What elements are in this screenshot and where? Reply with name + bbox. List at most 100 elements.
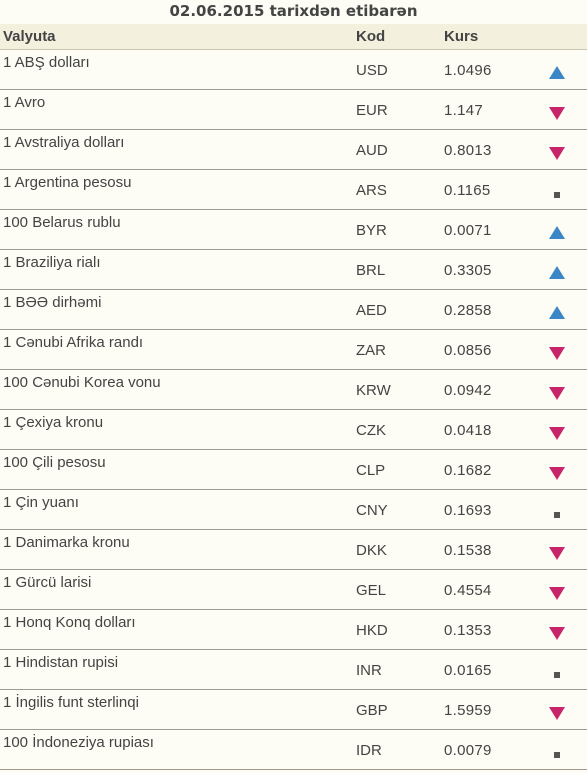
currency-code: DKK xyxy=(356,542,387,559)
currency-rate: 1.5959 xyxy=(444,702,492,719)
table-row: 1 Danimarka kronu DKK 0.1538 xyxy=(0,530,587,570)
currency-name: 1 Avstraliya dolları xyxy=(3,134,125,151)
currency-name: 100 Cənubi Korea vonu xyxy=(3,374,161,391)
table-row: 1 BƏƏ dirhəmi AED 0.2858 xyxy=(0,290,587,330)
currency-code: INR xyxy=(356,662,382,679)
currency-name: 1 Honq Konq dolları xyxy=(3,614,136,631)
currency-rate: 0.0071 xyxy=(444,222,492,239)
currency-code: CNY xyxy=(356,502,388,519)
trend-cell xyxy=(534,530,587,569)
currency-rate: 0.1693 xyxy=(444,502,492,519)
currency-code: IDR xyxy=(356,742,382,759)
table-row: 100 İndoneziya rupiası IDR 0.0079 xyxy=(0,730,587,770)
currency-name: 1 Gürcü larisi xyxy=(3,574,92,591)
currency-code: BRL xyxy=(356,262,386,279)
currency-rate: 0.1165 xyxy=(444,182,491,199)
currency-code: CLP xyxy=(356,462,386,479)
table-row: 1 Avro EUR 1.147 xyxy=(0,90,587,130)
arrow-up-icon xyxy=(549,66,565,80)
table-row: 1 Avstraliya dolları AUD 0.8013 xyxy=(0,130,587,170)
trend-cell xyxy=(534,690,587,729)
arrow-down-icon xyxy=(549,386,565,400)
trend-cell xyxy=(534,290,587,329)
trend-cell xyxy=(534,330,587,369)
arrow-down-icon xyxy=(549,546,565,560)
currency-rate: 0.1353 xyxy=(444,622,492,639)
arrow-up-icon xyxy=(549,226,565,240)
table-row: 1 Honq Konq dolları HKD 0.1353 xyxy=(0,610,587,650)
trend-cell xyxy=(534,370,587,409)
currency-rate: 1.147 xyxy=(444,102,484,119)
trend-cell xyxy=(534,570,587,609)
table-row: 1 İngilis funt sterlinqi GBP 1.5959 xyxy=(0,690,587,730)
currency-code: KRW xyxy=(356,382,391,399)
arrow-down-icon xyxy=(549,706,565,720)
header-trend xyxy=(534,24,587,49)
currency-code: USD xyxy=(356,62,388,79)
trend-cell xyxy=(534,650,587,689)
table-row: 100 Belarus rublu BYR 0.0071 xyxy=(0,210,587,250)
currency-name: 1 Çexiya kronu xyxy=(3,414,104,431)
trend-cell xyxy=(534,450,587,489)
trend-cell xyxy=(534,210,587,249)
arrow-down-icon xyxy=(549,426,565,440)
currency-name: 1 ABŞ dolları xyxy=(3,54,90,71)
trend-cell xyxy=(534,130,587,169)
no-change-icon xyxy=(549,186,565,200)
currency-name: 100 Belarus rublu xyxy=(3,214,121,231)
currency-rate: 0.0079 xyxy=(444,742,492,759)
trend-cell xyxy=(534,490,587,529)
no-change-icon xyxy=(549,746,565,760)
arrow-down-icon xyxy=(549,146,565,160)
arrow-up-icon xyxy=(549,306,565,320)
currency-code: HKD xyxy=(356,622,388,639)
arrow-down-icon xyxy=(549,466,565,480)
table-row: 100 Cənubi Korea vonu KRW 0.0942 xyxy=(0,370,587,410)
trend-cell xyxy=(534,250,587,289)
currency-rate: 0.8013 xyxy=(444,142,492,159)
header-rate: Kurs xyxy=(444,28,479,45)
currency-name: 1 Danimarka kronu xyxy=(3,534,130,551)
trend-cell xyxy=(534,730,587,769)
currency-rate: 0.1538 xyxy=(444,542,492,559)
table-row: 1 Çin yuanı CNY 0.1693 xyxy=(0,490,587,530)
currency-rate: 0.1682 xyxy=(444,462,492,479)
currency-name: 100 Çili pesosu xyxy=(3,454,106,471)
currency-name: 100 İndoneziya rupiası xyxy=(3,734,154,751)
table-row: 1 Hindistan rupisi INR 0.0165 xyxy=(0,650,587,690)
arrow-down-icon xyxy=(549,586,565,600)
currency-name: 1 Braziliya rialı xyxy=(3,254,101,271)
table-row: 1 Çexiya kronu CZK 0.0418 xyxy=(0,410,587,450)
currency-rate: 0.0942 xyxy=(444,382,492,399)
currency-name: 1 Argentina pesosu xyxy=(3,174,132,191)
currency-rate: 0.0165 xyxy=(444,662,492,679)
header-code: Kod xyxy=(356,28,386,45)
currency-code: AED xyxy=(356,302,387,319)
currency-rate: 1.0496 xyxy=(444,62,492,79)
trend-cell xyxy=(534,610,587,649)
currency-name: 1 Avro xyxy=(3,94,46,111)
arrow-up-icon xyxy=(549,266,565,280)
currency-code: GEL xyxy=(356,582,387,599)
no-change-icon xyxy=(549,666,565,680)
currency-code: ZAR xyxy=(356,342,386,359)
currency-name: 1 BƏƏ dirhəmi xyxy=(3,294,102,311)
page-title: 02.06.2015 tarixdən etibarən xyxy=(169,2,418,20)
currency-rate: 0.0856 xyxy=(444,342,492,359)
trend-cell xyxy=(534,410,587,449)
table-row: 1 Argentina pesosu ARS 0.1165 xyxy=(0,170,587,210)
table-row: 1 Cənubi Afrika randı ZAR 0.0856 xyxy=(0,330,587,370)
currency-code: GBP xyxy=(356,702,388,719)
header-currency: Valyuta xyxy=(3,28,56,45)
no-change-icon xyxy=(549,506,565,520)
currency-rate: 0.3305 xyxy=(444,262,492,279)
currency-code: ARS xyxy=(356,182,387,199)
currency-rate: 0.0418 xyxy=(444,422,492,439)
currency-name: 1 İngilis funt sterlinqi xyxy=(3,694,139,711)
table-row: 1 Braziliya rialı BRL 0.3305 xyxy=(0,250,587,290)
arrow-down-icon xyxy=(549,626,565,640)
currency-rate: 0.2858 xyxy=(444,302,492,319)
currency-code: AUD xyxy=(356,142,388,159)
currency-name: 1 Cənubi Afrika randı xyxy=(3,334,144,351)
